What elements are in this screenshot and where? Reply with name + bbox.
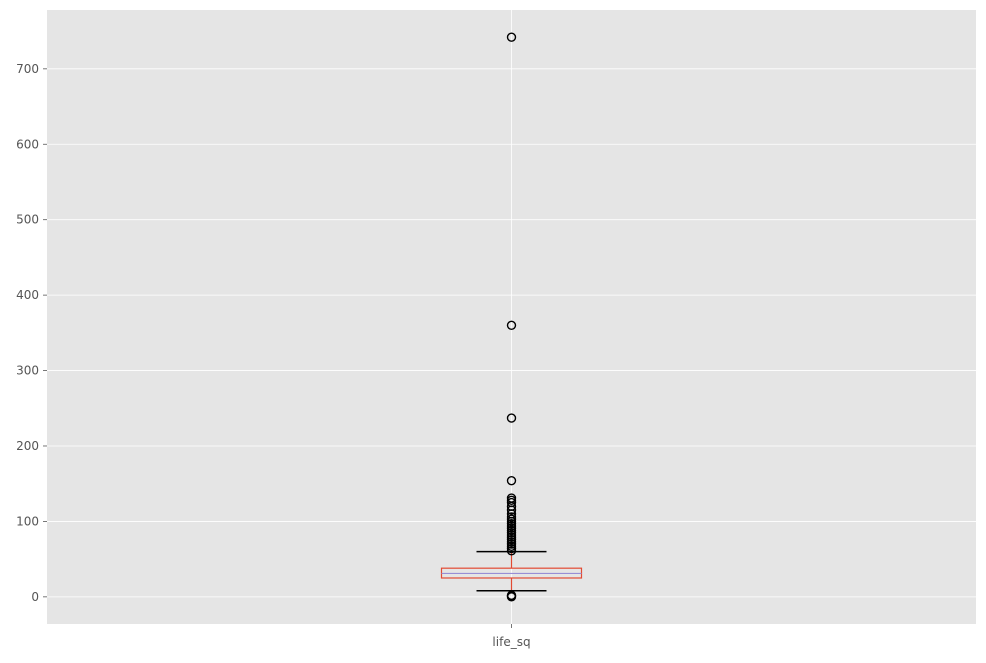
outlier-point	[506, 505, 517, 515]
outlier-point	[506, 413, 517, 423]
y-tick-label: 400	[16, 288, 39, 302]
outlier-point	[506, 320, 517, 330]
outlier-point	[506, 590, 517, 601]
y-tick-label: 200	[16, 439, 39, 453]
box-life_sq	[440, 32, 583, 602]
outlier-point	[506, 546, 517, 556]
y-tick-label: 0	[31, 590, 39, 604]
y-tick-label: 500	[16, 213, 39, 227]
y-tick-label: 300	[16, 364, 39, 378]
x-tick-label: life_sq	[492, 635, 530, 649]
y-tick-label: 600	[16, 137, 39, 151]
y-tick-label: 100	[16, 514, 39, 528]
y-tick-label: 700	[16, 62, 39, 76]
outlier-point	[506, 32, 517, 42]
outlier-point	[506, 475, 517, 486]
